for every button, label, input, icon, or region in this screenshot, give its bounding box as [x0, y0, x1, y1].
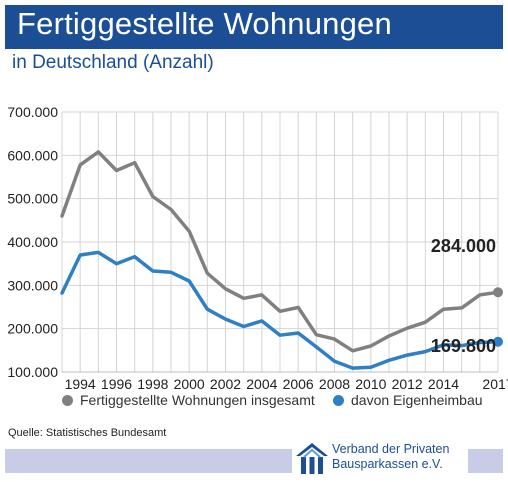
annotation-layer: 284.000 169.800 [431, 236, 496, 356]
end-marker-total [493, 287, 503, 298]
legend-marker-eigenheim [333, 395, 344, 406]
x-tick-label: 2017 [482, 376, 508, 392]
logo: Verband der Privaten Bausparkassen e.V. [292, 440, 468, 476]
legend-item-total: Fertiggestellte Wohnungen insgesamt [62, 392, 315, 408]
x-tick-label: 2008 [319, 376, 350, 392]
chart-title: Fertiggestellte Wohnungen [17, 6, 392, 41]
x-tick-label: 2004 [246, 376, 277, 392]
title-bar: Fertiggestellte Wohnungen [5, 5, 503, 49]
x-tick-label: 1998 [137, 376, 168, 392]
y-tick-label: 500.000 [7, 191, 58, 207]
y-tick-label: 400.000 [7, 234, 58, 250]
x-tick-label: 2000 [174, 376, 205, 392]
source-note: Quelle: Statistisches Bundesamt [8, 427, 167, 439]
x-tick-label: 2010 [355, 376, 386, 392]
x-tick-label: 2012 [392, 376, 423, 392]
series-layer [60, 150, 503, 370]
y-tick-label: 600.000 [7, 147, 58, 163]
series-line-total [60, 150, 500, 353]
y-tick-label: 100.000 [7, 364, 58, 380]
x-tick-label: 2002 [210, 376, 241, 392]
y-tick-label: 700.000 [7, 104, 58, 120]
x-tick-label: 1994 [65, 376, 96, 392]
legend-label-eigenheim: davon Eigenheimbau [351, 392, 483, 408]
annotation-eigenheim-2017: 169.800 [431, 336, 496, 356]
y-axis-ticks: 100.000 200.000 300.000 400.000 500.000 600.0… [7, 104, 58, 380]
series-line-eigenheim [60, 250, 500, 370]
y-tick-label: 200.000 [7, 321, 58, 337]
footer-band-left [5, 449, 292, 473]
chart-subtitle: in Deutschland (Anzahl) [12, 52, 214, 73]
end-marker-eigenheim [493, 336, 503, 347]
legend-label-total: Fertiggestellte Wohnungen insgesamt [80, 392, 315, 408]
logo-line-1: Verband der Privaten [332, 442, 450, 456]
house-logo-icon [296, 443, 328, 474]
x-axis-ticks: 1994 1996 1998 2000 2002 2004 2006 2008 2010 2012… [65, 376, 508, 392]
logo-text: Verband der Privaten Bausparkassen e.V. [332, 442, 449, 472]
x-tick-label: 2006 [283, 376, 314, 392]
legend-item-eigenheim: davon Eigenheimbau [333, 392, 483, 408]
x-tick-label: 2014 [428, 376, 459, 392]
annotation-total-2017: 284.000 [431, 236, 496, 256]
y-tick-label: 300.000 [7, 277, 58, 293]
line-chart: 100.000 200.000 300.000 400.000 500.000 600.0… [7, 104, 508, 392]
x-tick-label: 1996 [101, 376, 132, 392]
legend-marker-total [62, 395, 73, 406]
logo-line-2: Bausparkassen e.V. [332, 457, 443, 471]
footer-band-right [468, 449, 503, 473]
grid-layer [61, 111, 499, 373]
